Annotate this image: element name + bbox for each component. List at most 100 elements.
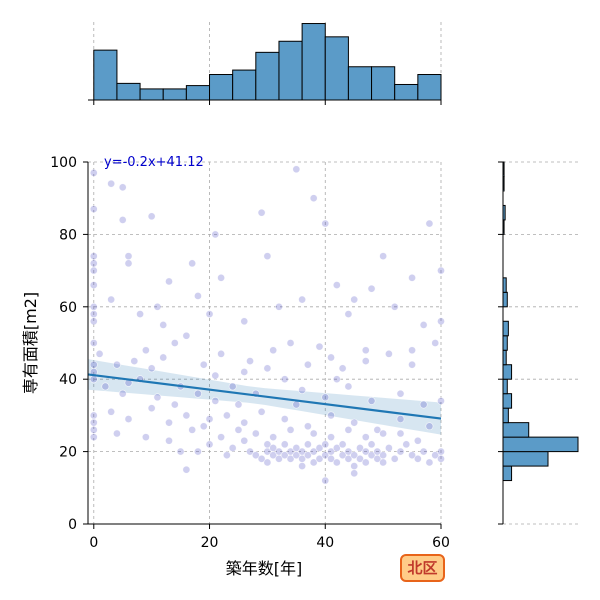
- scatter-point: [211, 230, 220, 239]
- scatter-point: [89, 266, 98, 275]
- scatter-point: [170, 400, 179, 409]
- scatter-point: [315, 444, 324, 452]
- scatter-point: [107, 407, 116, 416]
- scatter-point: [269, 444, 278, 452]
- scatter-point: [321, 476, 330, 485]
- scatter-point: [246, 357, 254, 365]
- scatter-point: [280, 375, 289, 384]
- scatter-point: [390, 454, 399, 463]
- scatter-point: [263, 364, 272, 373]
- scatter-point: [107, 179, 116, 188]
- scatter-point: [141, 346, 150, 355]
- scatter-point: [327, 447, 335, 456]
- scatter-point: [361, 346, 370, 355]
- top-hist-bar: [394, 83, 419, 101]
- scatter-point: [205, 415, 214, 423]
- scatter-point: [437, 447, 445, 456]
- scatter-point: [257, 407, 266, 416]
- scatter-point: [286, 447, 295, 456]
- scatter-point: [170, 339, 179, 347]
- scatter-point: [321, 451, 330, 460]
- scatter-point: [194, 292, 202, 300]
- scatter-point: [89, 281, 98, 289]
- scatter-point: [275, 447, 283, 456]
- top-hist-bar: [185, 85, 211, 101]
- scatter-point: [367, 451, 376, 460]
- scatter-point: [408, 360, 416, 369]
- scatter-point: [367, 397, 376, 405]
- scatter-point: [89, 425, 98, 434]
- scatter-point: [280, 440, 289, 449]
- scatter-point: [240, 436, 249, 445]
- scatter-point: [390, 302, 399, 311]
- scatter-point: [309, 194, 318, 203]
- x-tick-label: 0: [89, 535, 98, 551]
- scatter-point: [251, 429, 260, 438]
- scatter-point: [89, 433, 98, 442]
- y-tick-label: 40: [59, 372, 77, 388]
- scatter-point: [182, 465, 191, 474]
- right-hist-bar: [502, 364, 513, 380]
- scatter-point: [437, 266, 445, 275]
- scatter-point: [182, 411, 191, 420]
- scatter-point: [350, 295, 359, 304]
- scatter-point: [141, 433, 150, 442]
- scatter-point: [304, 422, 312, 431]
- scatter-point: [286, 425, 295, 434]
- scatter-point: [292, 451, 301, 460]
- scatter-point: [373, 425, 382, 434]
- scatter-point: [332, 444, 341, 452]
- scatter-point: [89, 339, 98, 347]
- scatter-point: [118, 216, 127, 224]
- scatter-point: [396, 447, 405, 456]
- y-tick-label: 60: [59, 300, 77, 316]
- y-tick-label: 80: [59, 227, 77, 243]
- regression-line: [87, 373, 442, 420]
- right-hist-bar: [502, 451, 549, 467]
- scatter-point: [356, 444, 364, 452]
- regression-equation: y=-0.2x+41.12: [104, 155, 204, 170]
- right-hist-bar: [502, 291, 508, 308]
- scatter-point: [228, 382, 237, 391]
- scatter-point: [217, 433, 225, 442]
- scatter-point: [327, 411, 335, 420]
- scatter-point: [367, 440, 376, 449]
- scatter-point: [350, 451, 359, 460]
- scatter-point: [413, 454, 422, 463]
- scatter-point: [89, 375, 98, 384]
- scatter-point: [408, 346, 416, 355]
- scatter-point: [379, 252, 388, 261]
- scatter-point: [153, 302, 162, 311]
- scatter-point: [211, 397, 220, 405]
- scatter-point: [350, 418, 359, 427]
- scatter-point: [298, 386, 307, 394]
- scatter-point: [396, 389, 405, 398]
- scatter-point: [240, 368, 249, 376]
- scatter-point: [431, 451, 440, 460]
- grid-layer: [88, 22, 578, 525]
- scatter-point: [194, 447, 202, 456]
- scatter-point: [89, 259, 98, 268]
- scatter-point: [124, 252, 133, 261]
- scatter-point: [124, 259, 133, 268]
- scatter-point: [304, 360, 312, 369]
- scatter-point: [408, 273, 416, 282]
- scatter-point: [361, 458, 370, 467]
- top-hist-bar: [232, 69, 257, 101]
- scatter-point: [304, 451, 312, 460]
- scatter-point: [147, 404, 156, 413]
- top-histogram: [93, 23, 442, 101]
- scatter-point: [280, 451, 289, 460]
- y-tick-label: 100: [50, 155, 77, 171]
- scatter-point: [95, 349, 104, 358]
- scatter-point: [228, 444, 237, 452]
- scatter-point: [205, 310, 214, 318]
- scatter-point: [344, 310, 353, 318]
- scatter-point: [413, 436, 422, 445]
- scatter-point: [425, 458, 434, 467]
- scatter-point: [240, 418, 249, 427]
- scatter-point: [292, 400, 301, 409]
- scatter-point: [315, 454, 324, 463]
- scatter-point: [89, 418, 98, 427]
